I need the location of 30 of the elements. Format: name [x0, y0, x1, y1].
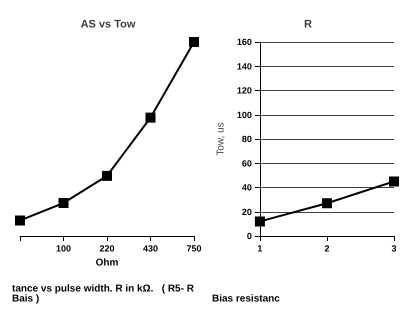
point [102, 170, 112, 181]
y-tick-label: 60 [242, 158, 252, 168]
point [146, 112, 156, 123]
point [15, 215, 25, 226]
point [254, 216, 265, 226]
x-tick-label: 100 [56, 244, 72, 254]
point [189, 37, 199, 47]
text: tance vs pulse width. R in kΩ. ( R5- R Bais ) [12, 284, 197, 304]
point [58, 198, 68, 208]
point [389, 176, 399, 186]
y-tick-label: 40 [242, 182, 252, 192]
y-tick-label: 80 [242, 134, 252, 144]
chart-title: R [304, 18, 312, 30]
y-tick-label: 160 [236, 37, 252, 47]
y-tick-label: 100 [236, 110, 252, 120]
x-axis-title: Ohm [96, 258, 118, 268]
text: Bias resistanc [212, 294, 280, 304]
point [322, 198, 332, 208]
x-tick-label: 750 [186, 244, 202, 254]
chart-title: AS vs Tow [80, 18, 136, 30]
x-tick-label: 3 [391, 244, 397, 254]
y-tick-label: 120 [236, 86, 252, 96]
x-tick-label: 2 [324, 244, 330, 254]
x-tick-label: 430 [142, 244, 158, 254]
y-tick-label: 140 [236, 61, 252, 72]
y-tick-label: 20 [242, 206, 252, 217]
y-axis-title: Tow, us [216, 122, 226, 156]
x-tick-label: 220 [99, 244, 115, 254]
y-tick-label: 0 [246, 231, 252, 241]
x-tick-label: 1 [257, 244, 262, 254]
